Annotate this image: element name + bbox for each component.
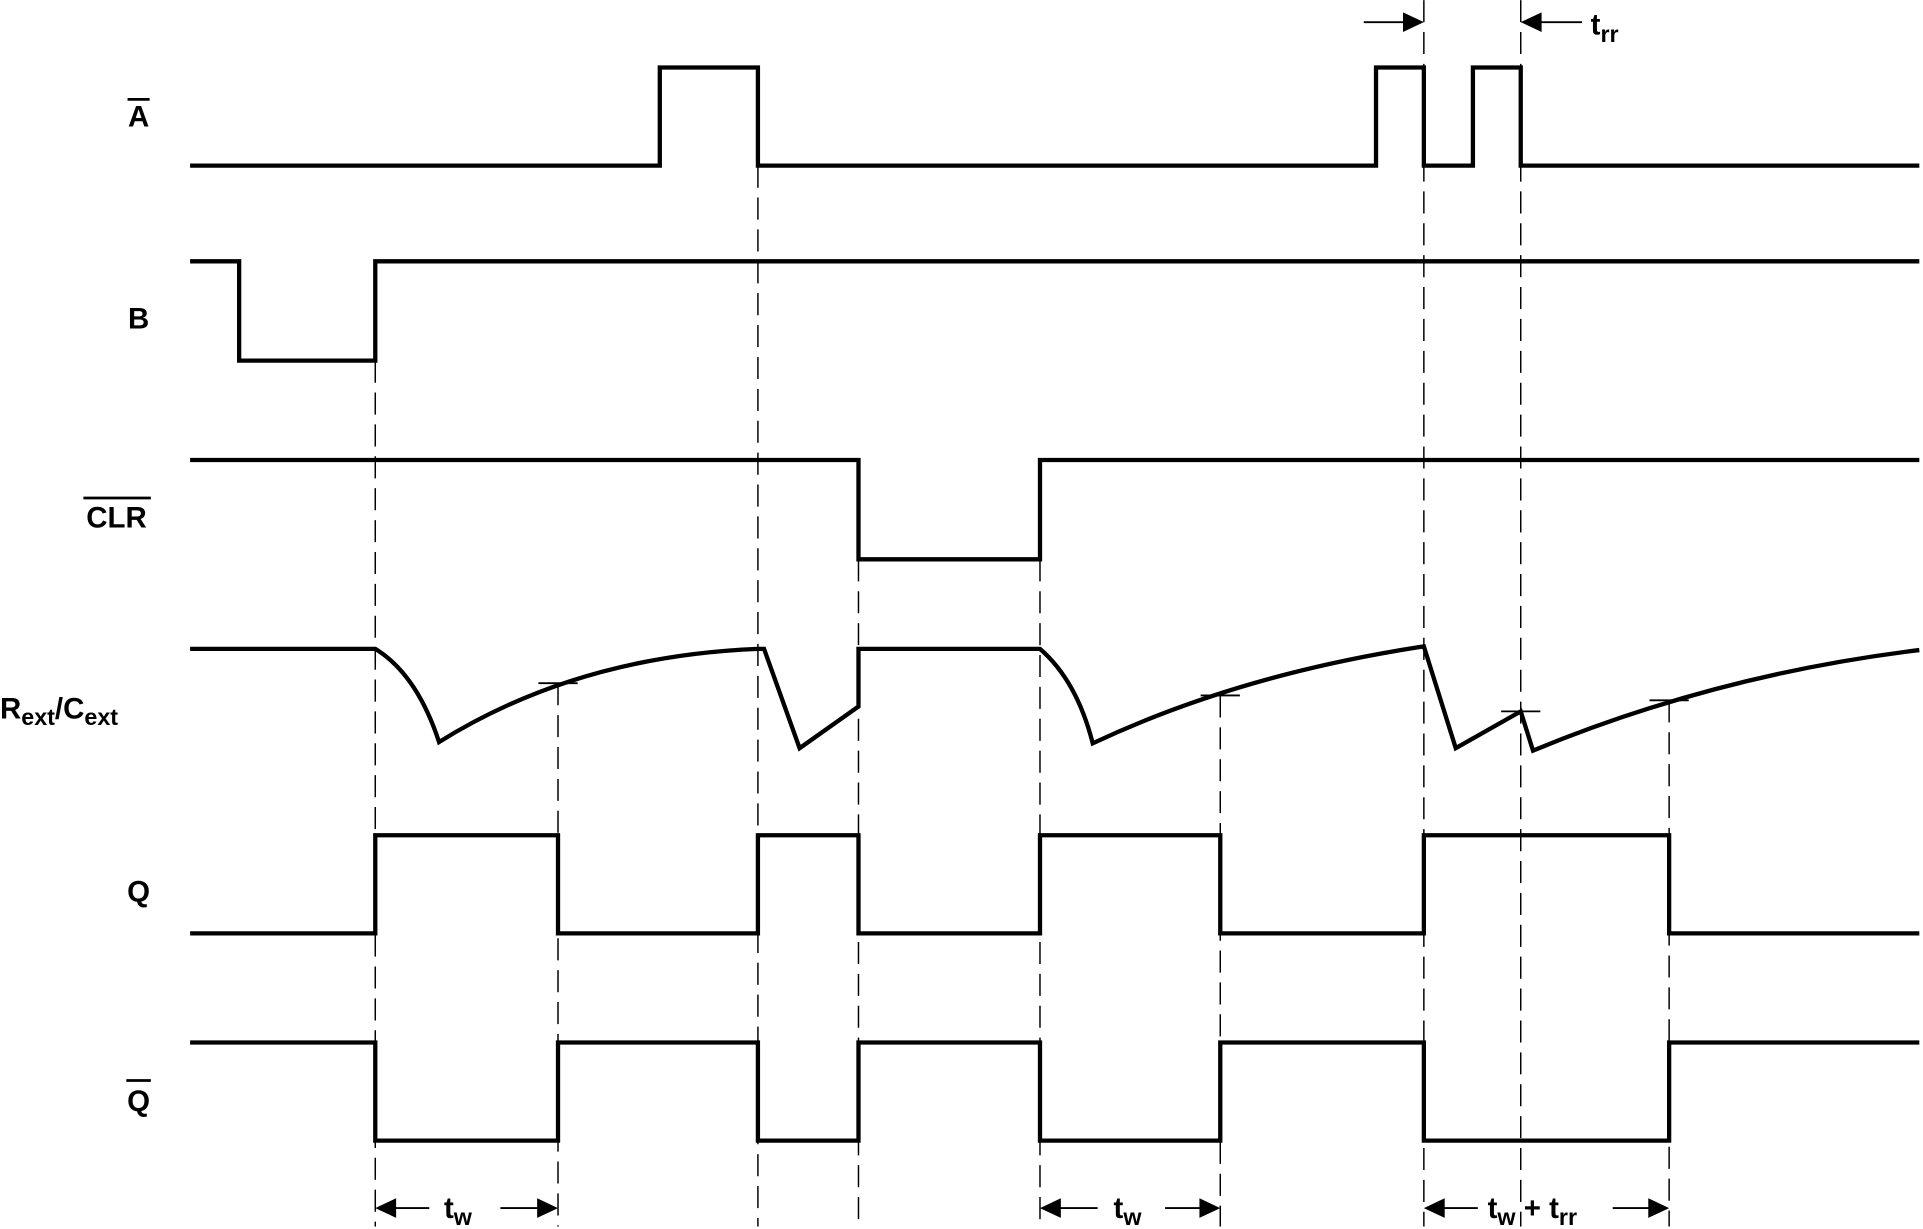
label-b: B — [128, 303, 149, 336]
arrow-left-icon — [1039, 1198, 1061, 1218]
tw-label: tw — [1114, 1192, 1143, 1229]
tw-annotation-1: tw — [375, 1192, 559, 1229]
trr-annotation: trr — [1363, 8, 1619, 47]
wave-a-bar — [190, 65, 1920, 168]
wave-rext-cext — [190, 643, 1920, 754]
arrow-right-icon — [1403, 12, 1424, 32]
wave-q — [190, 833, 1920, 936]
arrow-left-icon — [1520, 12, 1542, 32]
label-q: Q — [127, 875, 150, 908]
tw-trr-annotation: tw + trr — [1423, 1192, 1670, 1229]
wave-b — [190, 259, 1920, 363]
label-q-bar: Q — [127, 1085, 150, 1118]
tw-annotation-2: tw — [1039, 1192, 1221, 1229]
arrow-right-icon — [1648, 1198, 1670, 1218]
arrow-left-icon — [375, 1198, 397, 1218]
tw-plus-trr-label: tw + trr — [1488, 1192, 1577, 1229]
arrow-left-icon — [1423, 1198, 1445, 1218]
label-a-bar: A — [128, 100, 149, 133]
waveforms — [190, 65, 1920, 1143]
tw-label: tw — [444, 1192, 473, 1229]
wave-clr-bar — [190, 457, 1920, 562]
arrow-right-icon — [1199, 1198, 1221, 1218]
label-clr-bar: CLR — [86, 501, 146, 534]
arrow-right-icon — [537, 1198, 559, 1218]
label-rext-cext: Rext/Cext — [0, 693, 118, 730]
trr-label: trr — [1591, 8, 1619, 46]
wave-q-bar — [190, 1040, 1920, 1143]
